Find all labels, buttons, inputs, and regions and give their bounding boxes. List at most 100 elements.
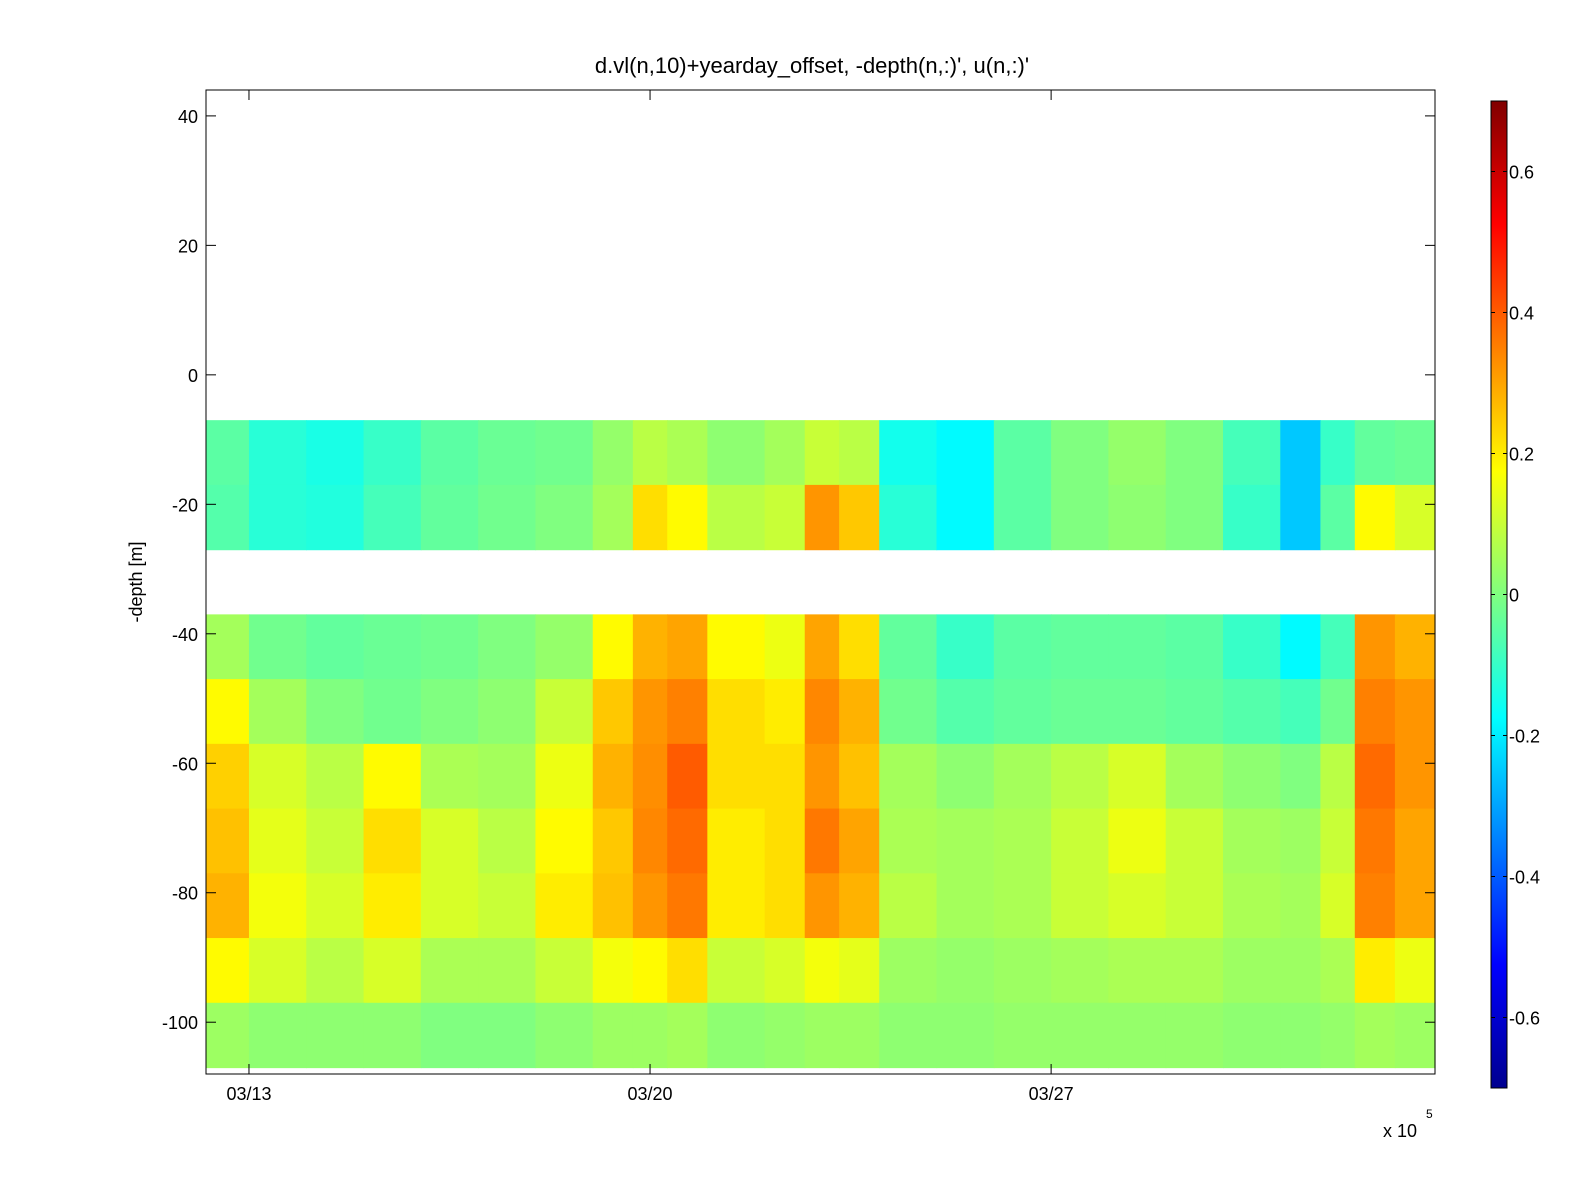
heatmap-cell bbox=[420, 679, 479, 745]
heatmap-cell bbox=[1051, 873, 1110, 939]
heatmap-cell bbox=[707, 420, 766, 486]
heatmap-cell bbox=[804, 1002, 840, 1069]
heatmap-cell bbox=[839, 808, 880, 874]
heatmap-cell bbox=[804, 873, 840, 939]
heatmap-cell bbox=[206, 679, 250, 745]
heatmap-cell bbox=[478, 938, 537, 1004]
heatmap-cell bbox=[1320, 743, 1356, 810]
heatmap-cell bbox=[839, 743, 880, 810]
heatmap-cell bbox=[1223, 484, 1281, 551]
heatmap-cell bbox=[363, 614, 422, 680]
heatmap-cell bbox=[632, 679, 668, 745]
heatmap-cell bbox=[707, 614, 766, 680]
x-tick-label: 03/20 bbox=[628, 1084, 673, 1104]
heatmap-cell bbox=[248, 614, 307, 680]
heatmap-cell bbox=[936, 484, 995, 551]
heatmap-cell bbox=[248, 938, 307, 1004]
heatmap-cell bbox=[764, 938, 806, 1004]
heatmap-cell bbox=[707, 1002, 766, 1069]
heatmap-cell bbox=[592, 484, 634, 551]
heatmap-cell bbox=[1108, 614, 1167, 680]
heatmap-cell bbox=[1354, 1002, 1396, 1069]
heatmap-cell bbox=[478, 873, 537, 939]
heatmap-cell bbox=[1394, 614, 1436, 680]
heatmap-cell bbox=[420, 420, 479, 486]
heatmap-cell bbox=[879, 614, 938, 680]
colorbar-tick-label: 0.4 bbox=[1509, 304, 1534, 324]
colorbar-tick-label: 0.6 bbox=[1509, 163, 1534, 183]
heatmap-cell bbox=[993, 420, 1052, 486]
heatmap-cell bbox=[1165, 808, 1224, 874]
heatmap-cell bbox=[478, 1002, 537, 1069]
heatmap-cell bbox=[478, 484, 537, 551]
heatmap-cell bbox=[1354, 743, 1396, 810]
heatmap-cell bbox=[1223, 808, 1281, 874]
heatmap-cell bbox=[1394, 938, 1436, 1004]
heatmap-cell bbox=[1223, 873, 1281, 939]
heatmap-cell bbox=[1165, 614, 1224, 680]
heatmap-cell bbox=[632, 938, 668, 1004]
heatmap-cell bbox=[535, 743, 594, 810]
heatmap-cell bbox=[764, 1002, 806, 1069]
x-tick-label: 03/27 bbox=[1029, 1084, 1074, 1104]
heatmap-cell bbox=[1280, 1002, 1322, 1069]
heatmap-cell bbox=[1394, 420, 1436, 486]
heatmap-cell bbox=[1354, 614, 1396, 680]
heatmap-cell bbox=[248, 484, 307, 551]
x-tick-label: 03/13 bbox=[226, 1084, 271, 1104]
heatmap-cell bbox=[306, 1002, 365, 1069]
heatmap-cell bbox=[1280, 420, 1322, 486]
heatmap-cell bbox=[1280, 743, 1322, 810]
heatmap-cell bbox=[1223, 420, 1281, 486]
heatmap-cell bbox=[993, 938, 1052, 1004]
heatmap-cell bbox=[839, 614, 880, 680]
heatmap-cell bbox=[248, 1002, 307, 1069]
heatmap-cell bbox=[879, 679, 938, 745]
heatmap-cell bbox=[879, 420, 938, 486]
y-tick-label: 40 bbox=[178, 107, 198, 127]
heatmap-cell bbox=[592, 614, 634, 680]
colorbar-tick-label: -0.2 bbox=[1509, 727, 1540, 747]
heatmap-cell bbox=[1354, 873, 1396, 939]
heatmap-cell bbox=[592, 420, 634, 486]
heatmap-cell bbox=[1354, 679, 1396, 745]
heatmap-cell bbox=[1108, 743, 1167, 810]
heatmap-cell bbox=[1051, 679, 1110, 745]
heatmap-cell bbox=[632, 1002, 668, 1069]
heatmap-cell bbox=[839, 938, 880, 1004]
heatmap-cell bbox=[206, 420, 250, 486]
heatmap-cell bbox=[535, 938, 594, 1004]
heatmap-cell bbox=[1165, 873, 1224, 939]
heatmap-cell bbox=[1394, 484, 1436, 551]
heatmap-cell bbox=[764, 614, 806, 680]
heatmap-cell bbox=[1223, 614, 1281, 680]
heatmap-cell bbox=[1051, 938, 1110, 1004]
heatmap-cell bbox=[306, 743, 365, 810]
heatmap-cell bbox=[535, 484, 594, 551]
heatmap-cell bbox=[993, 808, 1052, 874]
heatmap-cell bbox=[592, 873, 634, 939]
heatmap-cell bbox=[306, 614, 365, 680]
heatmap-cell bbox=[248, 420, 307, 486]
y-tick-label: -80 bbox=[172, 884, 198, 904]
heatmap-cell bbox=[936, 743, 995, 810]
heatmap-cell bbox=[1223, 1002, 1281, 1069]
heatmap-cell bbox=[839, 484, 880, 551]
heatmap-cell bbox=[936, 420, 995, 486]
heatmap-cell bbox=[1320, 679, 1356, 745]
heatmap-cell bbox=[764, 484, 806, 551]
heatmap-cell bbox=[1223, 679, 1281, 745]
x-axis: 03/13 03/20 03/27 bbox=[226, 90, 1074, 1104]
heatmap-cell bbox=[306, 420, 365, 486]
heatmap-cell bbox=[206, 808, 250, 874]
heatmap-cell bbox=[804, 938, 840, 1004]
heatmap-cell bbox=[936, 614, 995, 680]
heatmap-cell bbox=[707, 484, 766, 551]
heatmap-cell bbox=[1320, 873, 1356, 939]
heatmap-cell bbox=[764, 808, 806, 874]
heatmap-cell bbox=[936, 1002, 995, 1069]
heatmap-cell bbox=[420, 1002, 479, 1069]
heatmap-cell bbox=[993, 484, 1052, 551]
heatmap-cell bbox=[1354, 420, 1396, 486]
heatmap-cell bbox=[1165, 1002, 1224, 1069]
